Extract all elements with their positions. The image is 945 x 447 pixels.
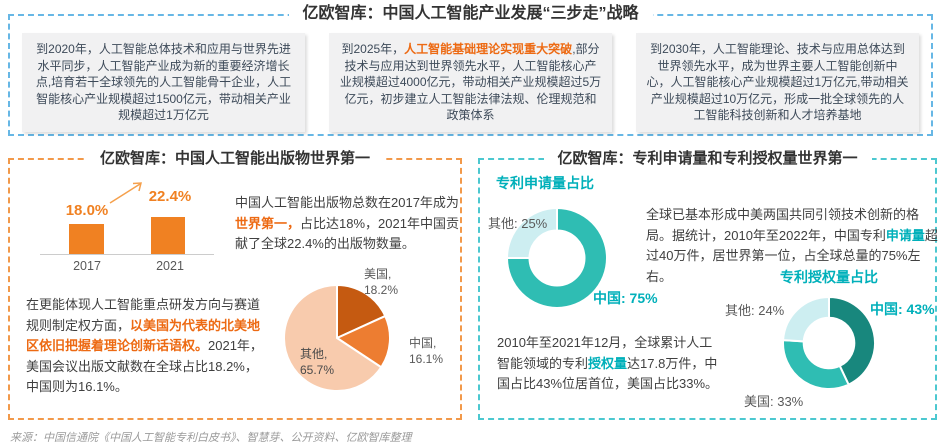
pie-slice-其他 <box>505 206 558 259</box>
three-step-strategy-title: 亿欧智库：中国人工智能产业发展“三步走”战略 <box>288 3 653 26</box>
box-2020-text-post: 人工智能总体技术和应用与世界先进水平同步，人工智能产业成为新的重要经济增长点,培… <box>35 42 292 123</box>
strategy-box-2025: 到2025年，人工智能基础理论实现重大突破,部分技术与应用达到世界领先水平，人工… <box>329 33 612 132</box>
source-note: 来源：中国信通院《中国人工智能专利白皮书》、智慧芽、公开资料、亿欧智库整理 <box>10 432 412 444</box>
bar-chart-axis <box>40 254 214 255</box>
publications-p2-highlight: 以美国为代表的北美地区依旧把握着理论创新话语权。 <box>26 317 261 354</box>
bar-value-2021: 22.4% <box>148 188 192 205</box>
pie-label-us-value: 18.2% <box>364 283 399 298</box>
pie-slice-其他 <box>283 283 383 392</box>
publications-p1-pre: 中国人工智能出版物总数在2017年成为 <box>235 195 459 210</box>
pie-label-china: 中国, 16.1% <box>409 335 443 367</box>
box-2025-text-post: ,部分技术与应用达到世界领先水平，人工智能核心产业规模超过4000亿元，带动相关… <box>339 42 602 123</box>
donut2-label-other: 其他: 24% <box>725 303 785 318</box>
strategy-boxes-row: 到2020年，人工智能总体技术和应用与世界先进水平同步，人工智能产业成为新的重要… <box>10 16 931 132</box>
box-2020-text-pre: 到2020年， <box>36 42 99 56</box>
increase-arrow-icon <box>109 182 142 204</box>
box-2025-text-pre: 到2025年， <box>341 42 405 56</box>
year-label-2021: 2021 <box>156 259 184 273</box>
patents-p2-highlight: 授权量 <box>588 355 628 371</box>
donut1-label-china: 中国: 75% <box>593 290 658 306</box>
pie-slice-美国 <box>336 283 387 340</box>
year-label-2017: 2017 <box>73 259 101 273</box>
publications-p2-pre: 在更能体现人工智能重点研发方向与赛道规则制定权方面， <box>26 297 261 333</box>
strategy-box-2020: 到2020年，人工智能总体技术和应用与世界先进水平同步，人工智能产业成为新的重要… <box>22 33 305 132</box>
patents-p1-pre: 全球已基本形成中美两国共同引领技术创新的格局。据统计，2010年至2022年，中… <box>646 207 920 243</box>
publications-section-title: 亿欧智库：中国人工智能出版物世界第一 <box>85 148 385 169</box>
publications-p2-post: 2021年，美国会议出版文献数在全球占比18.2%，中国则为16.1%。 <box>26 338 263 395</box>
bar-2017 <box>69 224 104 254</box>
patents-p1-post: 超过40万件，居世界第一位，占全球总量的75%左右。 <box>646 227 938 284</box>
three-step-strategy-section: 亿欧智库：中国人工智能产业发展“三步走”战略 到2020年，人工智能总体技术和应… <box>8 3 933 136</box>
pie-label-us: 美国, 18.2% <box>364 266 398 298</box>
patents-p1-highlight: 申请量 <box>885 227 925 243</box>
patent-applications-chart-title: 专利申请量占比 <box>496 175 594 191</box>
pie-label-other: 其他, 65.7% <box>300 346 334 378</box>
bar-2021 <box>151 217 185 254</box>
patent-grants-chart-title: 专利授权量占比 <box>780 269 878 285</box>
pie-slice-中国 <box>334 314 391 369</box>
patents-p2-post: 达17.8万件，中国占比43%位居首位，美国占比33%。 <box>497 355 719 392</box>
pie-label-other-value: 65.7% <box>300 363 335 378</box>
box-2025-text-highlight: 人工智能基础理论实现重大突破 <box>404 42 573 56</box>
pie-label-us-name: 美国, <box>364 267 392 281</box>
patent-grants-donut-chart <box>782 295 876 390</box>
publications-paragraph-1: 中国人工智能出版物总数在2017年成为世界第一，占比达18%，2021年中国贡献… <box>235 193 468 255</box>
donut1-label-other: 其他: 25% <box>488 216 548 231</box>
patents-paragraph-1: 全球已基本形成中美两国共同引领技术创新的格局。据统计，2010年至2022年，中… <box>646 205 938 287</box>
patents-paragraph-2: 2010年至2021年12月，全球累计人工智能领域的专利授权量达17.8万件，中… <box>497 333 725 395</box>
patents-p2-pre: 2010年至2021年12月，全球累计人工智能领域的专利 <box>497 335 713 371</box>
pie-label-china-name: 中国, <box>409 336 437 350</box>
publications-p1-highlight: 世界第一， <box>235 215 301 231</box>
pie-slice-中国 <box>505 206 608 309</box>
donut2-label-us: 美国: 33% <box>744 394 804 409</box>
pie-label-other-name: 其他, <box>300 347 328 361</box>
publications-pie-chart <box>283 283 391 392</box>
bar-value-2017: 18.0% <box>65 202 109 219</box>
patents-section-title: 亿欧智库：专利申请量和专利授权量世界第一 <box>543 148 872 169</box>
pie-label-china-value: 16.1% <box>409 352 444 367</box>
publications-p1-post: 占比达18%，2021年中国贡献了全球22.4%的出版物数量。 <box>235 215 459 252</box>
pie-slice-其他 <box>782 295 830 343</box>
publications-section: 亿欧智库：中国人工智能出版物世界第一 18.0% 22.4% 2017 2021… <box>8 148 462 420</box>
publications-paragraph-2: 在更能体现人工智能重点研发方向与赛道规则制定权方面，以美国为代表的北美地区依旧把… <box>26 295 268 398</box>
box-2030-text-pre: 到2030年， <box>650 42 713 56</box>
pie-slice-中国 <box>828 295 876 386</box>
patent-applications-donut-chart <box>505 206 608 309</box>
strategy-box-2030: 到2030年，人工智能理论、技术与应用总体达到世界领先水平，成为世界主要人工智能… <box>636 33 919 132</box>
donut2-label-china: 中国: 43% <box>870 301 935 317</box>
patents-section: 亿欧智库：专利申请量和专利授权量世界第一 专利申请量占比 其他: 25% 中国:… <box>478 148 938 420</box>
box-2030-text-post: 人工智能理论、技术与应用总体达到世界领先水平，成为世界主要人工智能创新中心，人工… <box>646 42 909 123</box>
pie-slice-美国 <box>782 339 850 390</box>
publications-bar-chart <box>39 160 211 254</box>
